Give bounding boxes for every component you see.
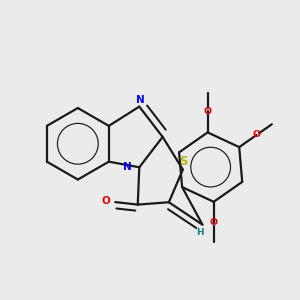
Text: O: O <box>253 130 261 140</box>
Text: S: S <box>179 155 188 168</box>
Text: N: N <box>123 162 131 172</box>
Text: O: O <box>102 196 110 206</box>
Text: O: O <box>204 107 212 116</box>
Text: O: O <box>210 218 218 227</box>
Text: N: N <box>136 95 144 105</box>
Text: H: H <box>196 228 204 237</box>
